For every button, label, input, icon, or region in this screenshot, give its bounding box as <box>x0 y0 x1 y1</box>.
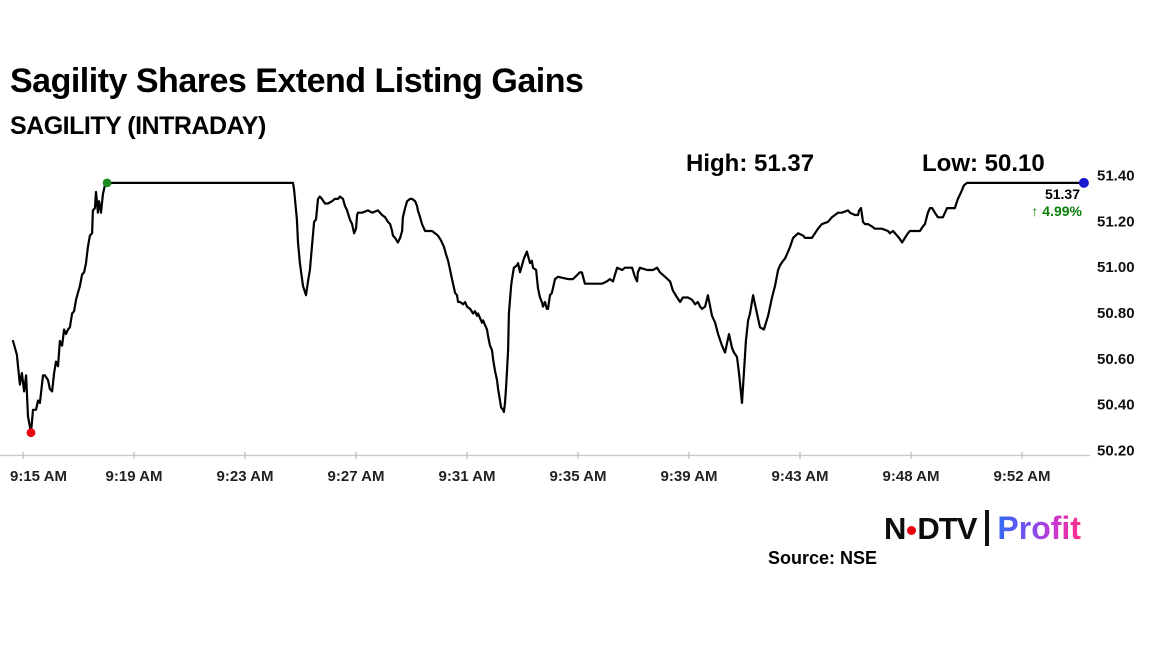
x-tick-label: 9:15 AM <box>10 468 67 485</box>
high-marker-dot <box>102 178 112 188</box>
y-tick-label: 50.20 <box>1097 443 1135 460</box>
page-title: Sagility Shares Extend Listing Gains <box>10 62 584 100</box>
x-tick-label: 9:43 AM <box>772 468 829 485</box>
ndtv-letter-n: N <box>884 510 906 546</box>
x-tick-label: 9:31 AM <box>439 468 496 485</box>
chart-subtitle: SAGILITY (INTRADAY) <box>10 112 266 140</box>
source-label: Source: NSE <box>768 548 878 568</box>
last-price-label: 51.37 <box>1044 186 1080 202</box>
price-line <box>11 181 1085 434</box>
ndtv-wordmark: N DTV <box>884 510 977 546</box>
x-tick-label: 9:39 AM <box>661 468 718 485</box>
y-tick-label: 51.40 <box>1097 168 1135 185</box>
high-annotation: High: 51.37 <box>686 150 815 177</box>
x-tick-label: 9:52 AM <box>994 468 1051 485</box>
low-marker-dot <box>26 428 36 438</box>
change-percent-label: ↑ 4.99% <box>1031 203 1082 219</box>
x-tick-label: 9:19 AM <box>106 468 163 485</box>
x-tick-label: 9:27 AM <box>328 468 385 485</box>
x-axis-ticks: 9:15 AM 9:19 AM 9:23 AM 9:27 AM 9:31 AM 9:35 … <box>10 452 1050 485</box>
x-tick-label: 9:23 AM <box>217 468 274 485</box>
x-tick-label: 9:48 AM <box>883 468 940 485</box>
y-tick-label: 51.00 <box>1097 259 1135 276</box>
y-tick-label: 51.20 <box>1097 213 1135 230</box>
logo-divider <box>985 510 990 546</box>
ndtv-red-dot-icon <box>907 525 917 535</box>
x-tick-label: 9:35 AM <box>550 468 607 485</box>
y-tick-label: 50.60 <box>1097 351 1135 368</box>
last-marker-dot <box>1078 177 1089 188</box>
ndtv-profit-logo: N DTV Profit <box>884 508 1081 548</box>
ndtv-letters-dtv: DTV <box>917 510 977 546</box>
y-axis-labels: 51.40 51.20 51.00 50.80 50.60 50.40 50.20 <box>1097 168 1135 460</box>
y-tick-label: 50.80 <box>1097 305 1135 322</box>
low-annotation: Low: 50.10 <box>922 150 1045 177</box>
y-tick-label: 50.40 <box>1097 397 1135 414</box>
profit-wordmark: Profit <box>997 510 1081 546</box>
